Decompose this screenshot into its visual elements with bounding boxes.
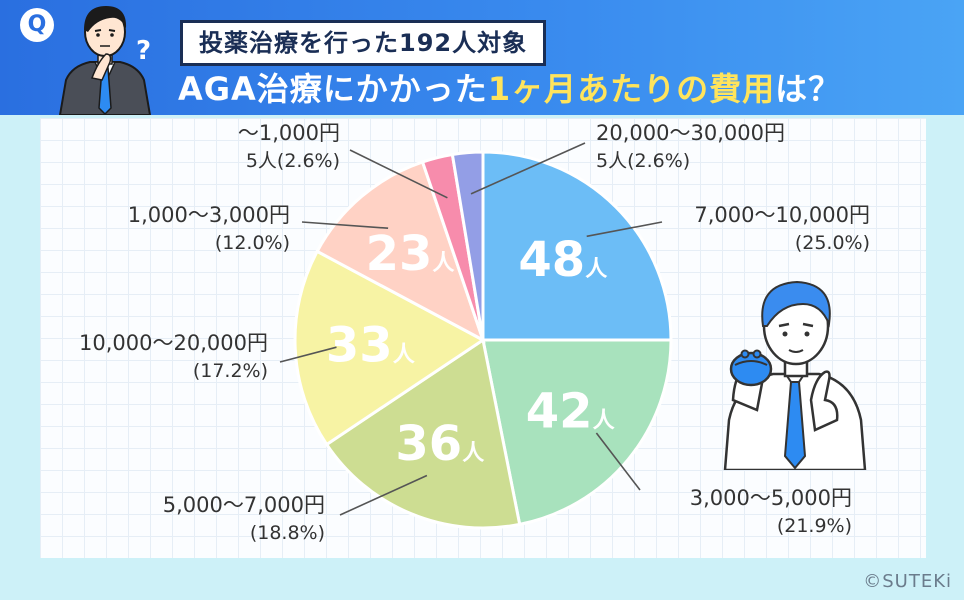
- slice-count: 42: [526, 384, 593, 440]
- slice-value-label: 36人: [395, 416, 484, 472]
- slice-category-label: 7,000〜10,000円: [694, 203, 870, 227]
- slice-value-label: 23人: [366, 226, 455, 282]
- title-highlight: 1ヶ月あたりの費用: [487, 70, 776, 108]
- slice-percent-label: (25.0%): [795, 232, 870, 254]
- thinking-man-icon: [723, 280, 867, 470]
- pie-slice: [315, 160, 486, 344]
- leader-line: [470, 142, 586, 195]
- pie-slice: [450, 150, 485, 341]
- pie-slice: [324, 337, 522, 530]
- title-part2: は？: [775, 70, 842, 108]
- q-badge: Q: [20, 8, 54, 42]
- slice-category-label: 20,000〜30,000円: [596, 121, 785, 145]
- slice-unit: 人: [462, 441, 484, 466]
- slice-value-label: 48人: [518, 232, 607, 288]
- slice-value-label: 42人: [526, 384, 615, 440]
- wallet-icon: [729, 349, 773, 387]
- leader-line: [339, 474, 428, 516]
- slice-category-label: 10,000〜20,000円: [79, 331, 268, 355]
- question-man-icon: [58, 6, 152, 115]
- leader-line: [301, 221, 389, 229]
- slice-count: 36: [395, 416, 462, 472]
- slice-percent-label: (12.0%): [215, 232, 290, 254]
- slice-percent-label: 5人(2.6%): [596, 150, 690, 172]
- slice-count: 48: [518, 232, 585, 288]
- slice-count: 23: [366, 226, 433, 282]
- leader-line: [349, 149, 448, 199]
- slice-percent-label: 5人(2.6%): [246, 150, 340, 172]
- slice-percent-label: (21.9%): [777, 515, 852, 537]
- leader-line: [595, 432, 641, 491]
- header: Q ? 投薬治療を行った192人対象 AGA治療にかかった1ヶ月あたりの費用は？: [0, 0, 964, 115]
- leader-line: [586, 221, 663, 238]
- slice-unit: 人: [593, 409, 615, 434]
- slice-category-label: 1,000〜3,000円: [128, 203, 290, 227]
- slice-unit: 人: [585, 257, 607, 282]
- slice-category-label: 〜1,000円: [238, 121, 340, 145]
- page-title: AGA治療にかかった1ヶ月あたりの費用は？: [178, 64, 841, 110]
- slice-unit: 人: [393, 343, 415, 368]
- pie-slice: [481, 338, 673, 527]
- leader-line: [279, 346, 337, 363]
- title-part1: AGA治療にかかった: [178, 70, 488, 108]
- slice-percent-label: (18.8%): [250, 522, 325, 544]
- subtitle: 投薬治療を行った192人対象: [180, 20, 547, 66]
- pie-slice: [481, 150, 673, 342]
- slice-value-label: 33人: [326, 318, 415, 374]
- slice-count: 33: [326, 318, 393, 374]
- slice-unit: 人: [432, 251, 454, 276]
- slice-percent-label: (17.2%): [193, 360, 268, 382]
- pie-slice: [293, 249, 486, 447]
- slice-category-label: 3,000〜5,000円: [690, 486, 852, 510]
- copyright: ©SUTEKi: [863, 571, 952, 592]
- question-mark: ?: [136, 36, 152, 66]
- slice-category-label: 5,000〜7,000円: [163, 493, 325, 517]
